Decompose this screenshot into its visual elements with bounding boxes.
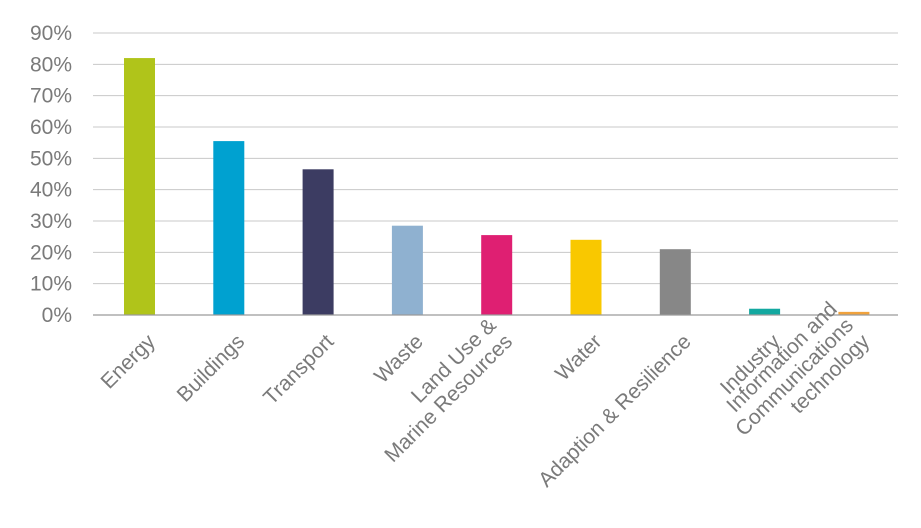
x-tick-label-line: Transport bbox=[259, 330, 338, 409]
x-tick-label-6: Adaption & Resilience bbox=[534, 330, 696, 492]
x-tick-label-line: Buildings bbox=[173, 330, 250, 407]
y-tick-label-60: 60% bbox=[30, 116, 72, 139]
bar-0 bbox=[124, 58, 155, 316]
y-tick-label-30: 30% bbox=[30, 210, 72, 233]
x-tick-label-line: Water bbox=[551, 330, 606, 385]
x-tick-label-5: Water bbox=[551, 330, 606, 385]
bars bbox=[124, 58, 870, 316]
y-tick-label-90: 90% bbox=[30, 22, 72, 45]
bar-5 bbox=[570, 239, 602, 315]
y-tick-label-40: 40% bbox=[30, 179, 72, 202]
y-tick-label-50: 50% bbox=[30, 147, 72, 170]
bar-1 bbox=[213, 141, 245, 315]
y-tick-label-0: 0% bbox=[42, 304, 72, 327]
bar-6 bbox=[659, 249, 691, 315]
y-tick-label-10: 10% bbox=[30, 273, 72, 296]
bar-2 bbox=[302, 169, 334, 315]
bar-8 bbox=[838, 311, 870, 315]
x-tick-label-4: Land Use &Marine Resources bbox=[364, 314, 517, 467]
x-tick-label-line: Energy bbox=[97, 330, 161, 394]
y-tick-label-80: 80% bbox=[30, 53, 72, 76]
bar-3 bbox=[391, 225, 423, 315]
y-axis-tick-labels: 0% 10% 20% 30% 40% 50% 60% 70% 80% 90% bbox=[30, 22, 72, 327]
x-tick-label-1: Buildings bbox=[173, 330, 250, 407]
y-tick-label-20: 20% bbox=[30, 241, 72, 264]
x-tick-label-2: Transport bbox=[259, 330, 338, 409]
x-tick-label-line: Adaption & Resilience bbox=[534, 330, 696, 492]
x-tick-label-0: Energy bbox=[97, 330, 161, 394]
y-tick-label-70: 70% bbox=[30, 85, 72, 108]
bar-7 bbox=[749, 308, 781, 315]
bar-4 bbox=[481, 235, 513, 315]
